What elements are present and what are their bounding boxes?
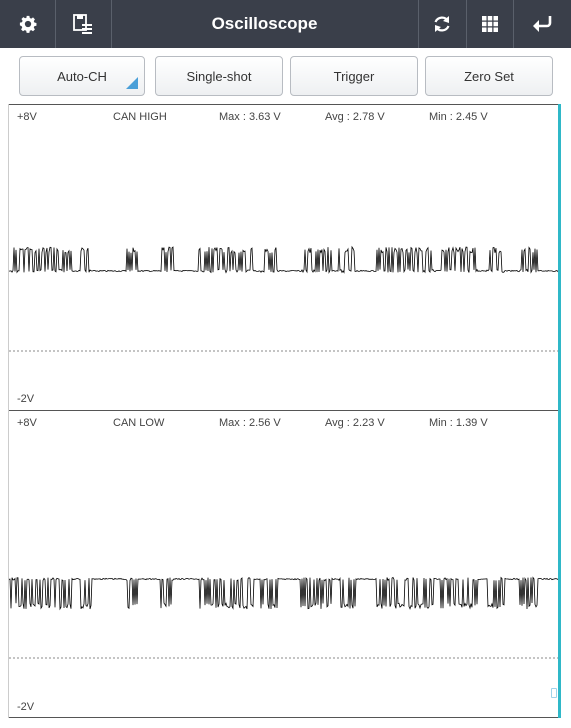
page-title: Oscilloscope xyxy=(111,0,419,48)
avg-value: Avg : 2.78 V xyxy=(325,111,385,123)
grid-icon xyxy=(481,16,498,32)
back-button[interactable] xyxy=(513,0,571,48)
refresh-icon xyxy=(434,16,450,32)
channel-panel-can-high[interactable]: +8V CAN HIGH Max : 3.63 V Avg : 2.78 V M… xyxy=(9,104,560,411)
top-voltage-label: +8V xyxy=(17,111,37,123)
trigger-button[interactable]: Trigger xyxy=(290,56,418,96)
trigger-label: Trigger xyxy=(333,68,375,84)
channel-name: CAN HIGH xyxy=(113,111,167,123)
bottom-voltage-label: -2V xyxy=(17,393,35,405)
channel-name: CAN LOW xyxy=(113,417,165,429)
single-shot-label: Single-shot xyxy=(186,68,252,84)
refresh-button[interactable] xyxy=(418,0,467,48)
auto-ch-label: Auto-CH xyxy=(57,68,107,84)
waveform-can-high xyxy=(9,245,560,352)
top-voltage-label: +8V xyxy=(17,417,37,429)
bottom-voltage-label: -2V xyxy=(17,701,35,713)
min-value: Min : 1.39 V xyxy=(429,417,488,429)
avg-value: Avg : 2.23 V xyxy=(325,417,385,429)
scroll-handle[interactable] xyxy=(551,688,557,698)
auto-ch-button[interactable]: Auto-CH xyxy=(19,56,145,96)
zero-set-label: Zero Set xyxy=(464,68,514,84)
dropdown-corner-icon xyxy=(126,77,138,89)
top-bar: Oscilloscope xyxy=(0,0,571,48)
gear-icon xyxy=(19,15,36,33)
save-list-icon xyxy=(73,14,92,34)
channel-panel-can-low[interactable]: +8V CAN LOW Max : 2.56 V Avg : 2.23 V Mi… xyxy=(9,410,560,718)
waveform-can-low xyxy=(9,576,560,659)
max-value: Max : 2.56 V xyxy=(219,417,281,429)
panel-left-border xyxy=(8,104,9,718)
min-value: Min : 2.45 V xyxy=(429,111,488,123)
single-shot-button[interactable]: Single-shot xyxy=(155,56,283,96)
trace-can-low xyxy=(9,576,560,611)
panel-right-border xyxy=(558,104,561,718)
trace-can-high xyxy=(9,245,560,274)
grid-button[interactable] xyxy=(466,0,514,48)
settings-button[interactable] xyxy=(0,0,56,48)
back-icon xyxy=(533,16,552,32)
save-button[interactable] xyxy=(55,0,112,48)
toolbar: Auto-CH Single-shot Trigger Zero Set xyxy=(0,48,571,104)
zero-set-button[interactable]: Zero Set xyxy=(425,56,553,96)
max-value: Max : 3.63 V xyxy=(219,111,281,123)
